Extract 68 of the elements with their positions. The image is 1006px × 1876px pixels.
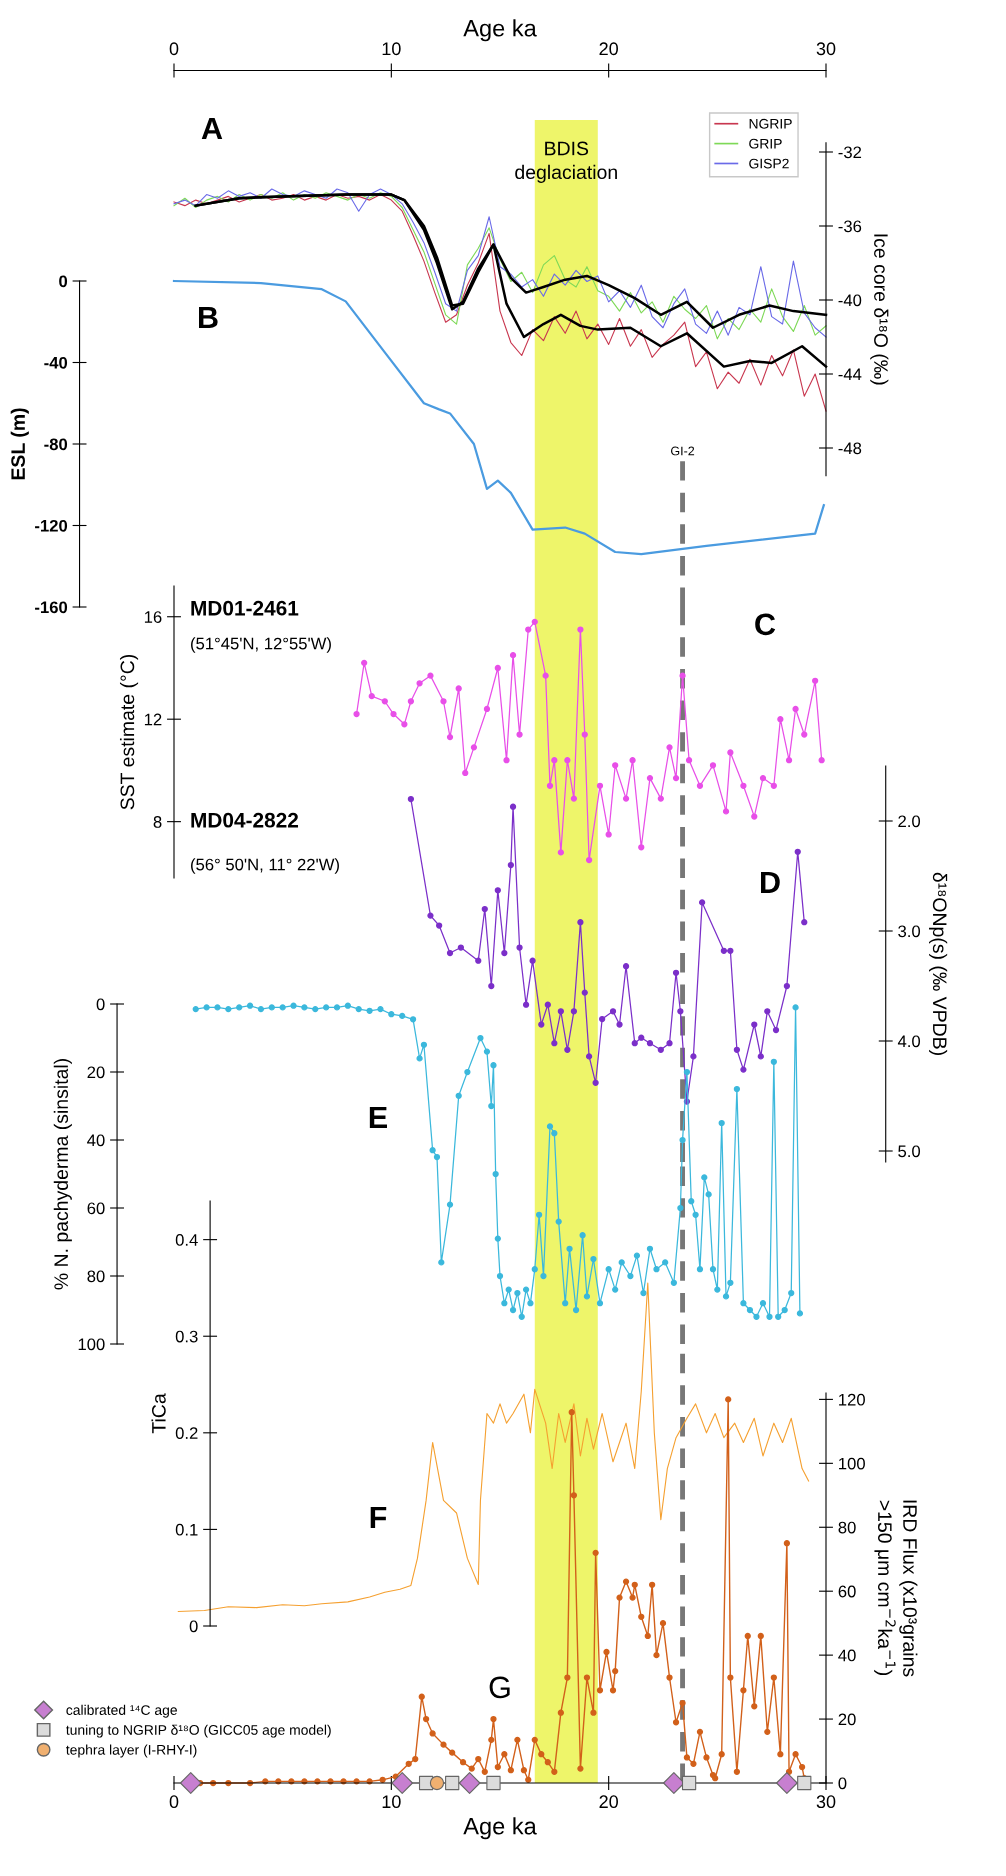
y-tick-label: 20 — [87, 1066, 105, 1079]
y-tick-label: 0.4 — [175, 1234, 198, 1246]
annotation: (56° 50'N, 11° 22'W) — [191, 858, 339, 874]
annotation: B — [199, 306, 218, 328]
y-axis-title: TiCa — [151, 1393, 166, 1434]
y-axis-title: IRD Flux (x10³grains >150 μm cm$^{−2}$ka$^{−1}$) — [874, 1500, 918, 1677]
legend-label: NGRIP — [749, 118, 792, 129]
y-axis-title: SST estimate (°C) — [119, 654, 139, 810]
y-tick-label: 2.0 — [898, 815, 921, 828]
y-tick-label: 0 — [838, 1777, 847, 1790]
ref-line-label: GI-2 — [671, 446, 695, 456]
y-tick-label: -32 — [838, 146, 862, 159]
text: A — [201, 117, 223, 139]
y-axis-title: ESL (m) — [10, 408, 29, 480]
y-tick-label: 0 — [59, 275, 68, 288]
y-tick-label: 80 — [838, 1521, 856, 1534]
y-tick-label: 100 — [839, 1457, 865, 1470]
y-tick-label: 120 — [839, 1393, 865, 1406]
legend-label: tuning to NGRIP δ¹⁸O (GICC05 age model) — [66, 1724, 331, 1738]
y-tick-label: 40 — [838, 1649, 856, 1662]
x-axis-title: Age ka — [463, 19, 537, 42]
y-tick-label: -40 — [44, 356, 68, 369]
y-tick-label: 5.0 — [898, 1145, 921, 1158]
y-tick-label: -44 — [838, 368, 862, 381]
annotation: C — [755, 613, 776, 636]
x-tick-label: 20 — [599, 1795, 618, 1809]
y-tick-label: -160 — [35, 601, 68, 614]
annotation: (51°45'N, 12°55'W) — [191, 637, 331, 653]
y-tick-label: 8 — [153, 816, 162, 828]
y-tick-label: 4.0 — [897, 1035, 921, 1048]
x-axis-title: Age ka — [463, 1817, 537, 1840]
y-tick-label: -48 — [838, 442, 862, 455]
annotation: MD04-2822 — [191, 812, 299, 828]
y-tick-label: 0 — [189, 1620, 198, 1633]
y-tick-label: 16 — [144, 611, 162, 623]
y-tick-label: 0 — [96, 998, 105, 1011]
x-tick-label: 30 — [816, 42, 836, 56]
y-tick-label: -80 — [44, 438, 68, 451]
x-tick-label: 20 — [599, 42, 618, 56]
annotation: G — [489, 1676, 510, 1699]
y-tick-label: 0.1 — [175, 1523, 198, 1536]
y-axis-title: % N. pachyderma (sinsital) — [53, 1059, 72, 1290]
y-tick-label: 0.3 — [175, 1330, 198, 1343]
y-tick-label: 3.0 — [898, 925, 921, 938]
y-tick-label: 12 — [144, 713, 162, 726]
y-axis-title: Ice core δ¹⁸O (‰) — [870, 234, 889, 385]
x-tick-label: 30 — [816, 1795, 836, 1809]
annotation: E — [369, 1106, 387, 1128]
y-tick-label: -36 — [838, 220, 862, 233]
y-tick-label: 60 — [838, 1585, 856, 1598]
annotation: D — [761, 871, 780, 893]
y-tick-label: -40 — [838, 294, 862, 307]
y-tick-label: 20 — [838, 1713, 856, 1726]
y-tick-label: 0.2 — [175, 1427, 198, 1440]
y-tick-label: 100 — [78, 1338, 105, 1351]
legend-label: GRIP — [749, 138, 782, 149]
legend-label: tephra layer (I-RHY-I) — [66, 1744, 197, 1758]
annotation: MD01-2461 — [191, 600, 299, 616]
y-tick-label: 40 — [87, 1134, 105, 1147]
y-tick-label: 60 — [87, 1202, 105, 1215]
y-tick-label: -120 — [35, 519, 68, 532]
y-axis-title: δ¹⁸ONp(s) (‰ VPDB) — [929, 872, 948, 1055]
x-tick-label: 10 — [382, 42, 401, 56]
legend-label: GISP2 — [749, 158, 789, 169]
legend-label: calibrated ¹⁴C age — [66, 1704, 177, 1718]
annotation: F — [370, 1506, 387, 1528]
x-tick-label: 10 — [382, 1795, 401, 1809]
y-tick-label: 80 — [87, 1270, 105, 1283]
